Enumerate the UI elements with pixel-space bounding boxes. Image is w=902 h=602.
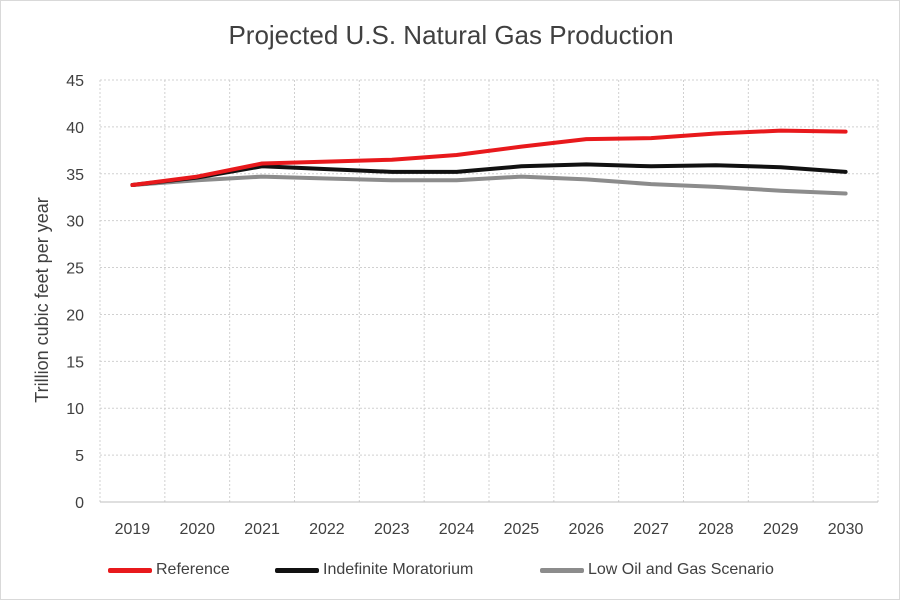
series-line-low-oil-and-gas-scenario <box>130 174 848 196</box>
legend-item: Indefinite Moratorium <box>275 558 473 582</box>
x-tick-label: 2021 <box>244 521 280 538</box>
y-tick-label: 0 <box>75 495 84 512</box>
y-tick-label: 35 <box>66 167 84 184</box>
x-tick-label: 2023 <box>374 521 410 538</box>
x-tick-label: 2028 <box>698 521 734 538</box>
series-line-reference <box>130 128 848 187</box>
grid-layer <box>99 79 879 502</box>
y-tick-label: 5 <box>75 448 84 465</box>
y-tick-label: 20 <box>66 307 84 324</box>
y-tick-label: 25 <box>66 261 84 278</box>
x-tick-label: 2027 <box>633 521 669 538</box>
legend-label: Indefinite Moratorium <box>323 561 474 578</box>
y-tick-label: 10 <box>66 401 84 418</box>
x-tick-label: 2026 <box>568 521 604 538</box>
x-tick-label: 2029 <box>763 521 799 538</box>
y-axis-label: Trillion cubic feet per year <box>32 197 52 402</box>
legend-label: Low Oil and Gas Scenario <box>588 561 774 578</box>
legend-swatch <box>275 567 319 573</box>
y-tick-label: 40 <box>66 120 84 137</box>
legend-label: Reference <box>156 561 230 578</box>
legend-item: Reference <box>108 558 230 582</box>
x-tick-label: 2020 <box>179 521 215 538</box>
legend-item: Low Oil and Gas Scenario <box>540 558 774 582</box>
y-tick-label: 30 <box>66 214 84 231</box>
x-tick-label: 2025 <box>504 521 540 538</box>
legend-swatch <box>108 567 152 573</box>
legend-swatch <box>540 567 584 573</box>
y-tick-label: 15 <box>66 354 84 371</box>
legend: Reference Indefinite Moratorium Low Oil an… <box>0 558 902 582</box>
x-tick-label: 2022 <box>309 521 345 538</box>
y-tick-label: 45 <box>66 73 84 90</box>
chart-title: Projected U.S. Natural Gas Production <box>228 20 674 50</box>
series-line-indefinite-moratorium <box>130 162 848 187</box>
x-tick-label: 2030 <box>828 521 864 538</box>
x-tick-label: 2024 <box>439 521 475 538</box>
x-tick-label: 2019 <box>115 521 151 538</box>
series-layer <box>130 128 848 196</box>
